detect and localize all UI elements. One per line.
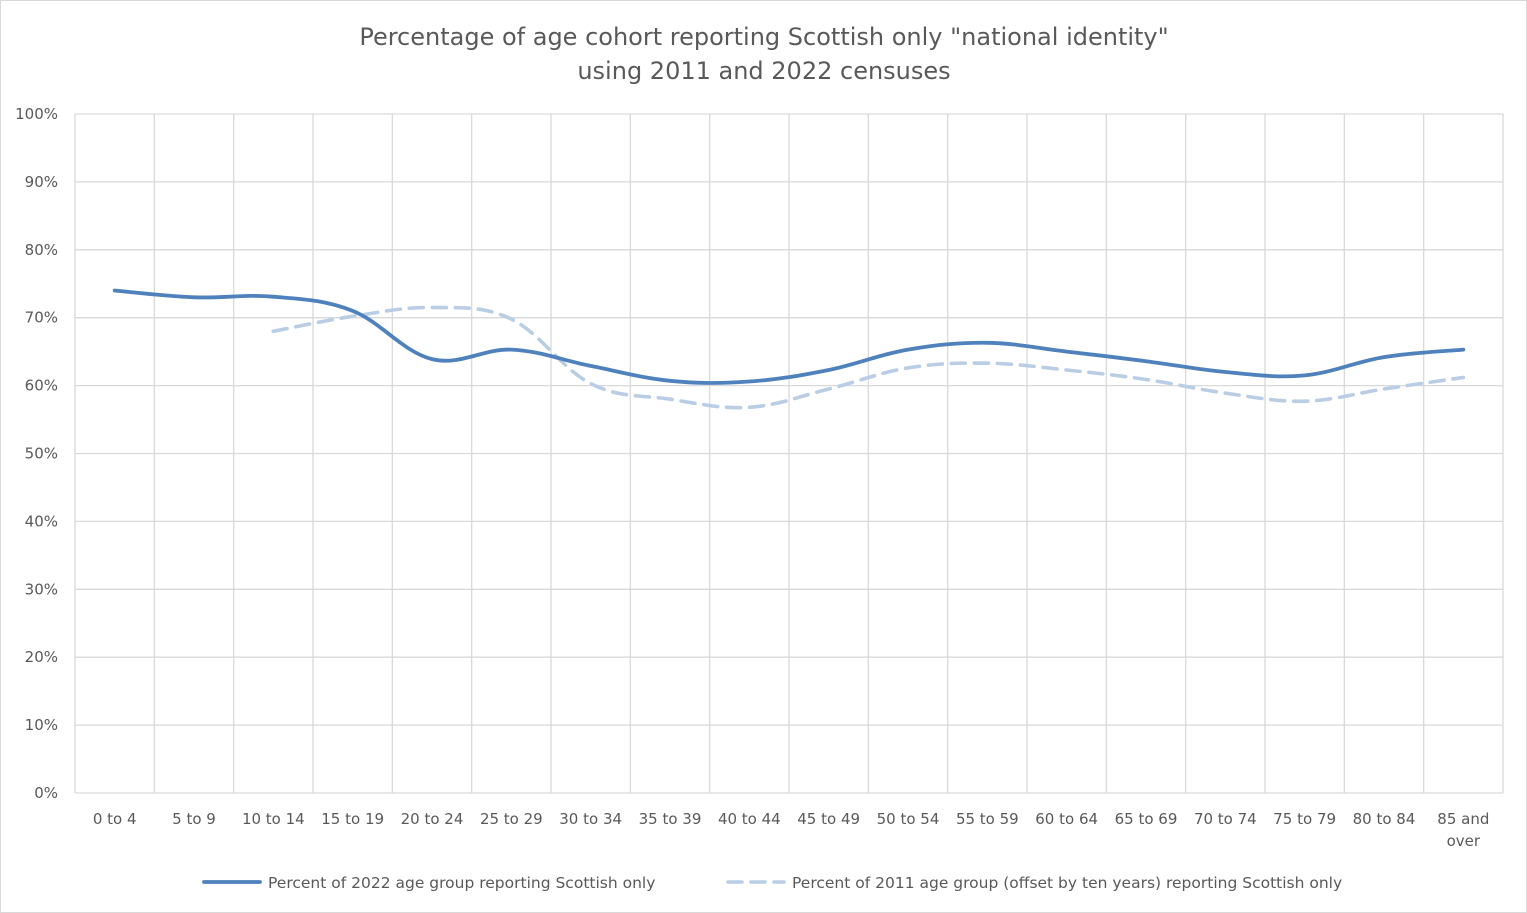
x-tick-label: 15 to 19 xyxy=(321,810,384,828)
x-tick-label: 75 to 79 xyxy=(1273,810,1336,828)
x-tick-label: 60 to 64 xyxy=(1035,810,1098,828)
x-tick-label: 40 to 44 xyxy=(718,810,781,828)
y-tick-label: 60% xyxy=(25,377,58,395)
legend[interactable]: Percent of 2022 age group reporting Scot… xyxy=(202,874,1342,892)
x-tick-label: 55 to 59 xyxy=(956,810,1019,828)
y-tick-label: 0% xyxy=(34,784,58,802)
x-tick-label: 10 to 14 xyxy=(242,810,305,828)
y-tick-label: 40% xyxy=(25,512,58,530)
x-tick-label: 65 to 69 xyxy=(1115,810,1178,828)
x-tick-label: 50 to 54 xyxy=(877,810,940,828)
y-tick-label: 70% xyxy=(25,309,58,327)
series-lines xyxy=(112,288,1466,410)
x-tick-label: 25 to 29 xyxy=(480,810,543,828)
series-line-2011[interactable] xyxy=(271,305,1466,410)
grid xyxy=(74,113,1504,794)
y-tick-label: 90% xyxy=(25,173,58,191)
x-axis-ticks: 0 to 4 5 to 9 10 to 14 15 to 19 20 to 24 25 t… xyxy=(93,810,1490,850)
x-tick-label: 35 to 39 xyxy=(639,810,702,828)
y-tick-label: 50% xyxy=(25,445,58,463)
y-tick-label: 20% xyxy=(25,648,58,666)
x-tick-label: 20 to 24 xyxy=(401,810,464,828)
chart-title-line-1: Percentage of age cohort reporting Scott… xyxy=(359,23,1168,51)
y-tick-label: 10% xyxy=(25,716,58,734)
y-tick-label: 30% xyxy=(25,580,58,598)
x-tick-label: 45 to 49 xyxy=(797,810,860,828)
x-tick-label: 80 to 84 xyxy=(1353,810,1416,828)
x-tick-label: 5 to 9 xyxy=(172,810,216,828)
legend-label-2022: Percent of 2022 age group reporting Scot… xyxy=(268,874,655,892)
y-tick-label: 80% xyxy=(25,241,58,259)
y-tick-label: 100% xyxy=(15,105,58,123)
x-tick-label: 85 and over xyxy=(1437,810,1489,850)
x-tick-label: 70 to 74 xyxy=(1194,810,1257,828)
legend-label-2011: Percent of 2011 age group (offset by ten… xyxy=(792,874,1342,892)
x-tick-label: 30 to 34 xyxy=(559,810,622,828)
y-axis-ticks: 0% 10% 20% 30% 40% 50% 60% 70% 80% 90% 100% xyxy=(15,105,58,802)
x-tick-label: 0 to 4 xyxy=(93,810,137,828)
chart-title-line-2: using 2011 and 2022 censuses xyxy=(577,57,950,85)
series-line-2022[interactable] xyxy=(112,288,1466,385)
